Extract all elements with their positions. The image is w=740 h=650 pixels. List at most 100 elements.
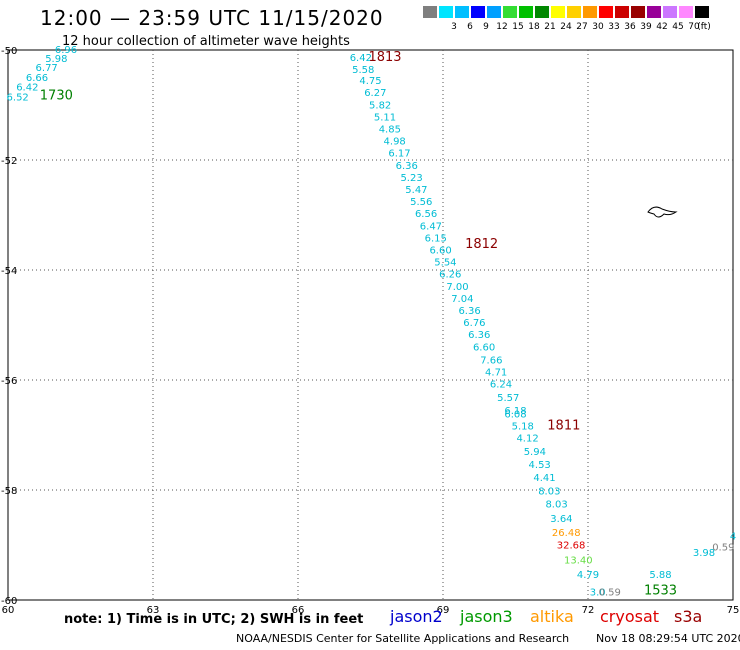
lat-tick-label: -50 (1, 46, 17, 57)
wave-height-value: 8.03 (538, 486, 560, 497)
legend-swatch (502, 5, 518, 19)
wave-height-value: 32.68 (557, 540, 586, 551)
wave-height-value: 4.53 (529, 460, 551, 471)
lon-tick-label: 72 (582, 605, 595, 616)
footer-note: note: 1) Time is in UTC; 2) SWH is in fe… (64, 612, 364, 627)
wave-height-value: 6.76 (463, 318, 485, 329)
wave-height-value: 3.0 (590, 588, 606, 599)
wave-height-value: 4.12 (516, 434, 538, 445)
wave-height-value: 5.54 (434, 258, 456, 269)
legend-swatch (646, 5, 662, 19)
wave-height-value: 5.58 (352, 65, 374, 76)
legend-swatch (678, 5, 694, 19)
legend-tick-label: 39 (640, 22, 652, 32)
wave-height-value: 3.64 (550, 514, 572, 525)
wave-height-value: 6.60 (473, 342, 495, 353)
wave-height-value: 7.04 (451, 294, 473, 305)
legend-tick-label: 70 (688, 22, 700, 32)
satellite-jason2-label: jason2 (390, 607, 443, 626)
lat-tick-label: -52 (1, 156, 17, 167)
lat-tick-label: -54 (1, 266, 17, 277)
legend-tick-label: 24 (560, 22, 572, 32)
lon-tick-label: 63 (147, 605, 160, 616)
wave-height-value: 4.98 (384, 137, 406, 148)
legend-swatch (422, 5, 438, 19)
wave-height-value: 5.88 (649, 570, 671, 581)
pass-time-label: 1730 (40, 89, 73, 104)
legend-swatch (454, 5, 470, 19)
wave-height-value: 6.77 (36, 63, 58, 74)
wave-height-value: 26.48 (552, 528, 581, 539)
legend-tick-label: 45 (672, 22, 684, 32)
pass-time-label: 1813 (368, 50, 401, 65)
wave-height-value: 6.27 (364, 88, 386, 99)
wave-height-value: 7.00 (446, 282, 468, 293)
wave-height-value: 6.96 (55, 45, 77, 56)
legend-swatch (614, 5, 630, 19)
wave-height-value: 6.36 (458, 306, 480, 317)
wave-height-value: 5.82 (369, 100, 391, 111)
wave-height-value: 6.24 (490, 380, 512, 391)
legend-swatch (566, 5, 582, 19)
wave-height-value: 8.03 (545, 500, 567, 511)
legend-tick-label: 15 (512, 22, 524, 32)
lon-tick-label: 75 (727, 605, 740, 616)
legend-swatch (518, 5, 534, 19)
wave-height-value: 6.47 (420, 221, 442, 232)
wave-height-value: 6.52 (7, 93, 29, 104)
wave-height-value: 4.85 (379, 125, 401, 136)
wave-height-value: 5.98 (45, 54, 67, 65)
legend-tick-label: 27 (576, 22, 588, 32)
wave-height-value: 3.98 (693, 548, 715, 559)
wave-height-value: 5.47 (405, 185, 427, 196)
wave-height-value: 5.94 (524, 447, 546, 458)
wave-height-value: 6.26 (439, 270, 461, 281)
wave-height-value: 5.57 (497, 393, 519, 404)
wave-height-value: 0.59 (599, 588, 621, 599)
lon-tick-label: 69 (437, 605, 450, 616)
credit-text: NOAA/NESDIS Center for Satellite Applica… (236, 632, 570, 645)
wave-height-value: 6.42 (16, 83, 38, 94)
legend-tick-label: 21 (544, 22, 556, 32)
lat-tick-label: -56 (1, 376, 17, 387)
satellite-altika-label: altika (530, 607, 574, 626)
legend-tick-label: 30 (592, 22, 604, 32)
wave-height-value: 0.59 (712, 543, 734, 554)
lat-tick-label: -58 (1, 486, 17, 497)
satellite-s3a-label: s3a (674, 607, 703, 626)
legend-tick-label: 6 (467, 22, 473, 32)
pass-time-label: 1812 (465, 237, 498, 252)
legend-tick-label: 42 (656, 22, 668, 32)
legend-swatch (598, 5, 614, 19)
legend-swatch (582, 5, 598, 19)
legend-tick-label: 9 (483, 22, 489, 32)
legend-tick-label: 12 (496, 22, 508, 32)
legend-swatch (630, 5, 646, 19)
wave-height-value: 6.36 (396, 161, 418, 172)
wave-height-value: 6.08 (504, 409, 526, 420)
island-outline (647, 206, 678, 218)
legend-swatch (486, 5, 502, 19)
wave-height-value: 6.60 (429, 246, 451, 257)
legend-swatch (694, 5, 710, 19)
wave-height-value: 6.15 (425, 233, 447, 244)
pass-time-label: 1811 (547, 419, 580, 434)
lat-tick-label: -60 (1, 596, 17, 607)
wave-height-value: 4 (730, 532, 736, 543)
map-frame (7, 49, 734, 601)
wave-height-value: 4.75 (359, 76, 381, 87)
lon-tick-label: 60 (2, 605, 15, 616)
legend-swatch (438, 5, 454, 19)
legend-tick-label: 3 (451, 22, 457, 32)
wave-height-value: 6.42 (350, 53, 372, 64)
wave-height-value: 5.18 (512, 422, 534, 433)
map-title: 12:00 — 23:59 UTC 11/15/2020 (40, 6, 384, 30)
wave-height-value: 5.56 (410, 197, 432, 208)
map-subtitle: 12 hour collection of altimeter wave hei… (62, 34, 350, 49)
lon-tick-label: 66 (292, 605, 305, 616)
wave-height-value: 13.40 (564, 556, 593, 567)
legend-swatch (550, 5, 566, 19)
wave-height-value: 7.66 (480, 356, 502, 367)
wave-height-value: 6.36 (468, 330, 490, 341)
